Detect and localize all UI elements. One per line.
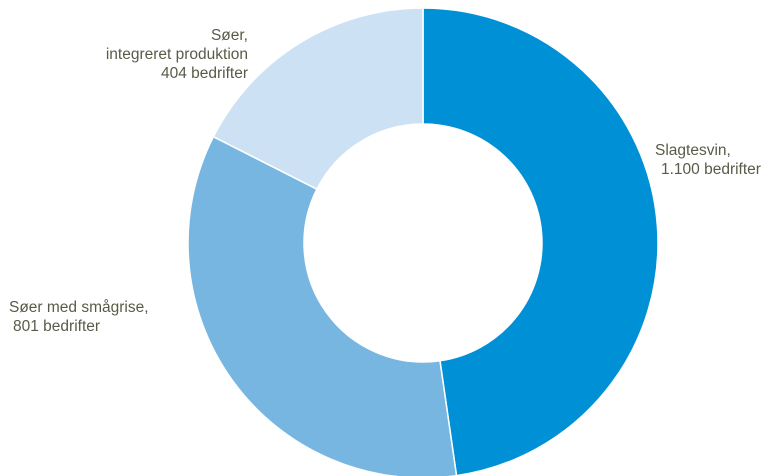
label-soer-med-smaagrise: Søer med smågrise, 801 bedrifter [9,298,149,336]
label-slagtesvin: Slagtesvin, 1.100 bedrifter [655,141,761,179]
label-soer-med-smaagrise-line1: Søer med smågrise, [9,299,149,316]
label-soer-integreret-line2: integreret produktion [105,46,248,63]
slice-slagtesvin [422,7,659,476]
label-slagtesvin-line2: 1.100 bedrifter [661,161,761,178]
slice-soer-integreret [212,7,424,191]
label-slagtesvin-line1: Slagtesvin, [655,142,731,159]
label-soer-integreret: Søer, integreret produktion 404 bedrifte… [0,26,248,83]
label-soer-med-smaagrise-line2: 801 bedrifter [13,318,101,335]
label-soer-integreret-line1: Søer, [210,27,248,44]
label-soer-integreret-line3: 404 bedrifter [160,65,248,82]
slice-soer-med-smaagrise [187,135,458,476]
